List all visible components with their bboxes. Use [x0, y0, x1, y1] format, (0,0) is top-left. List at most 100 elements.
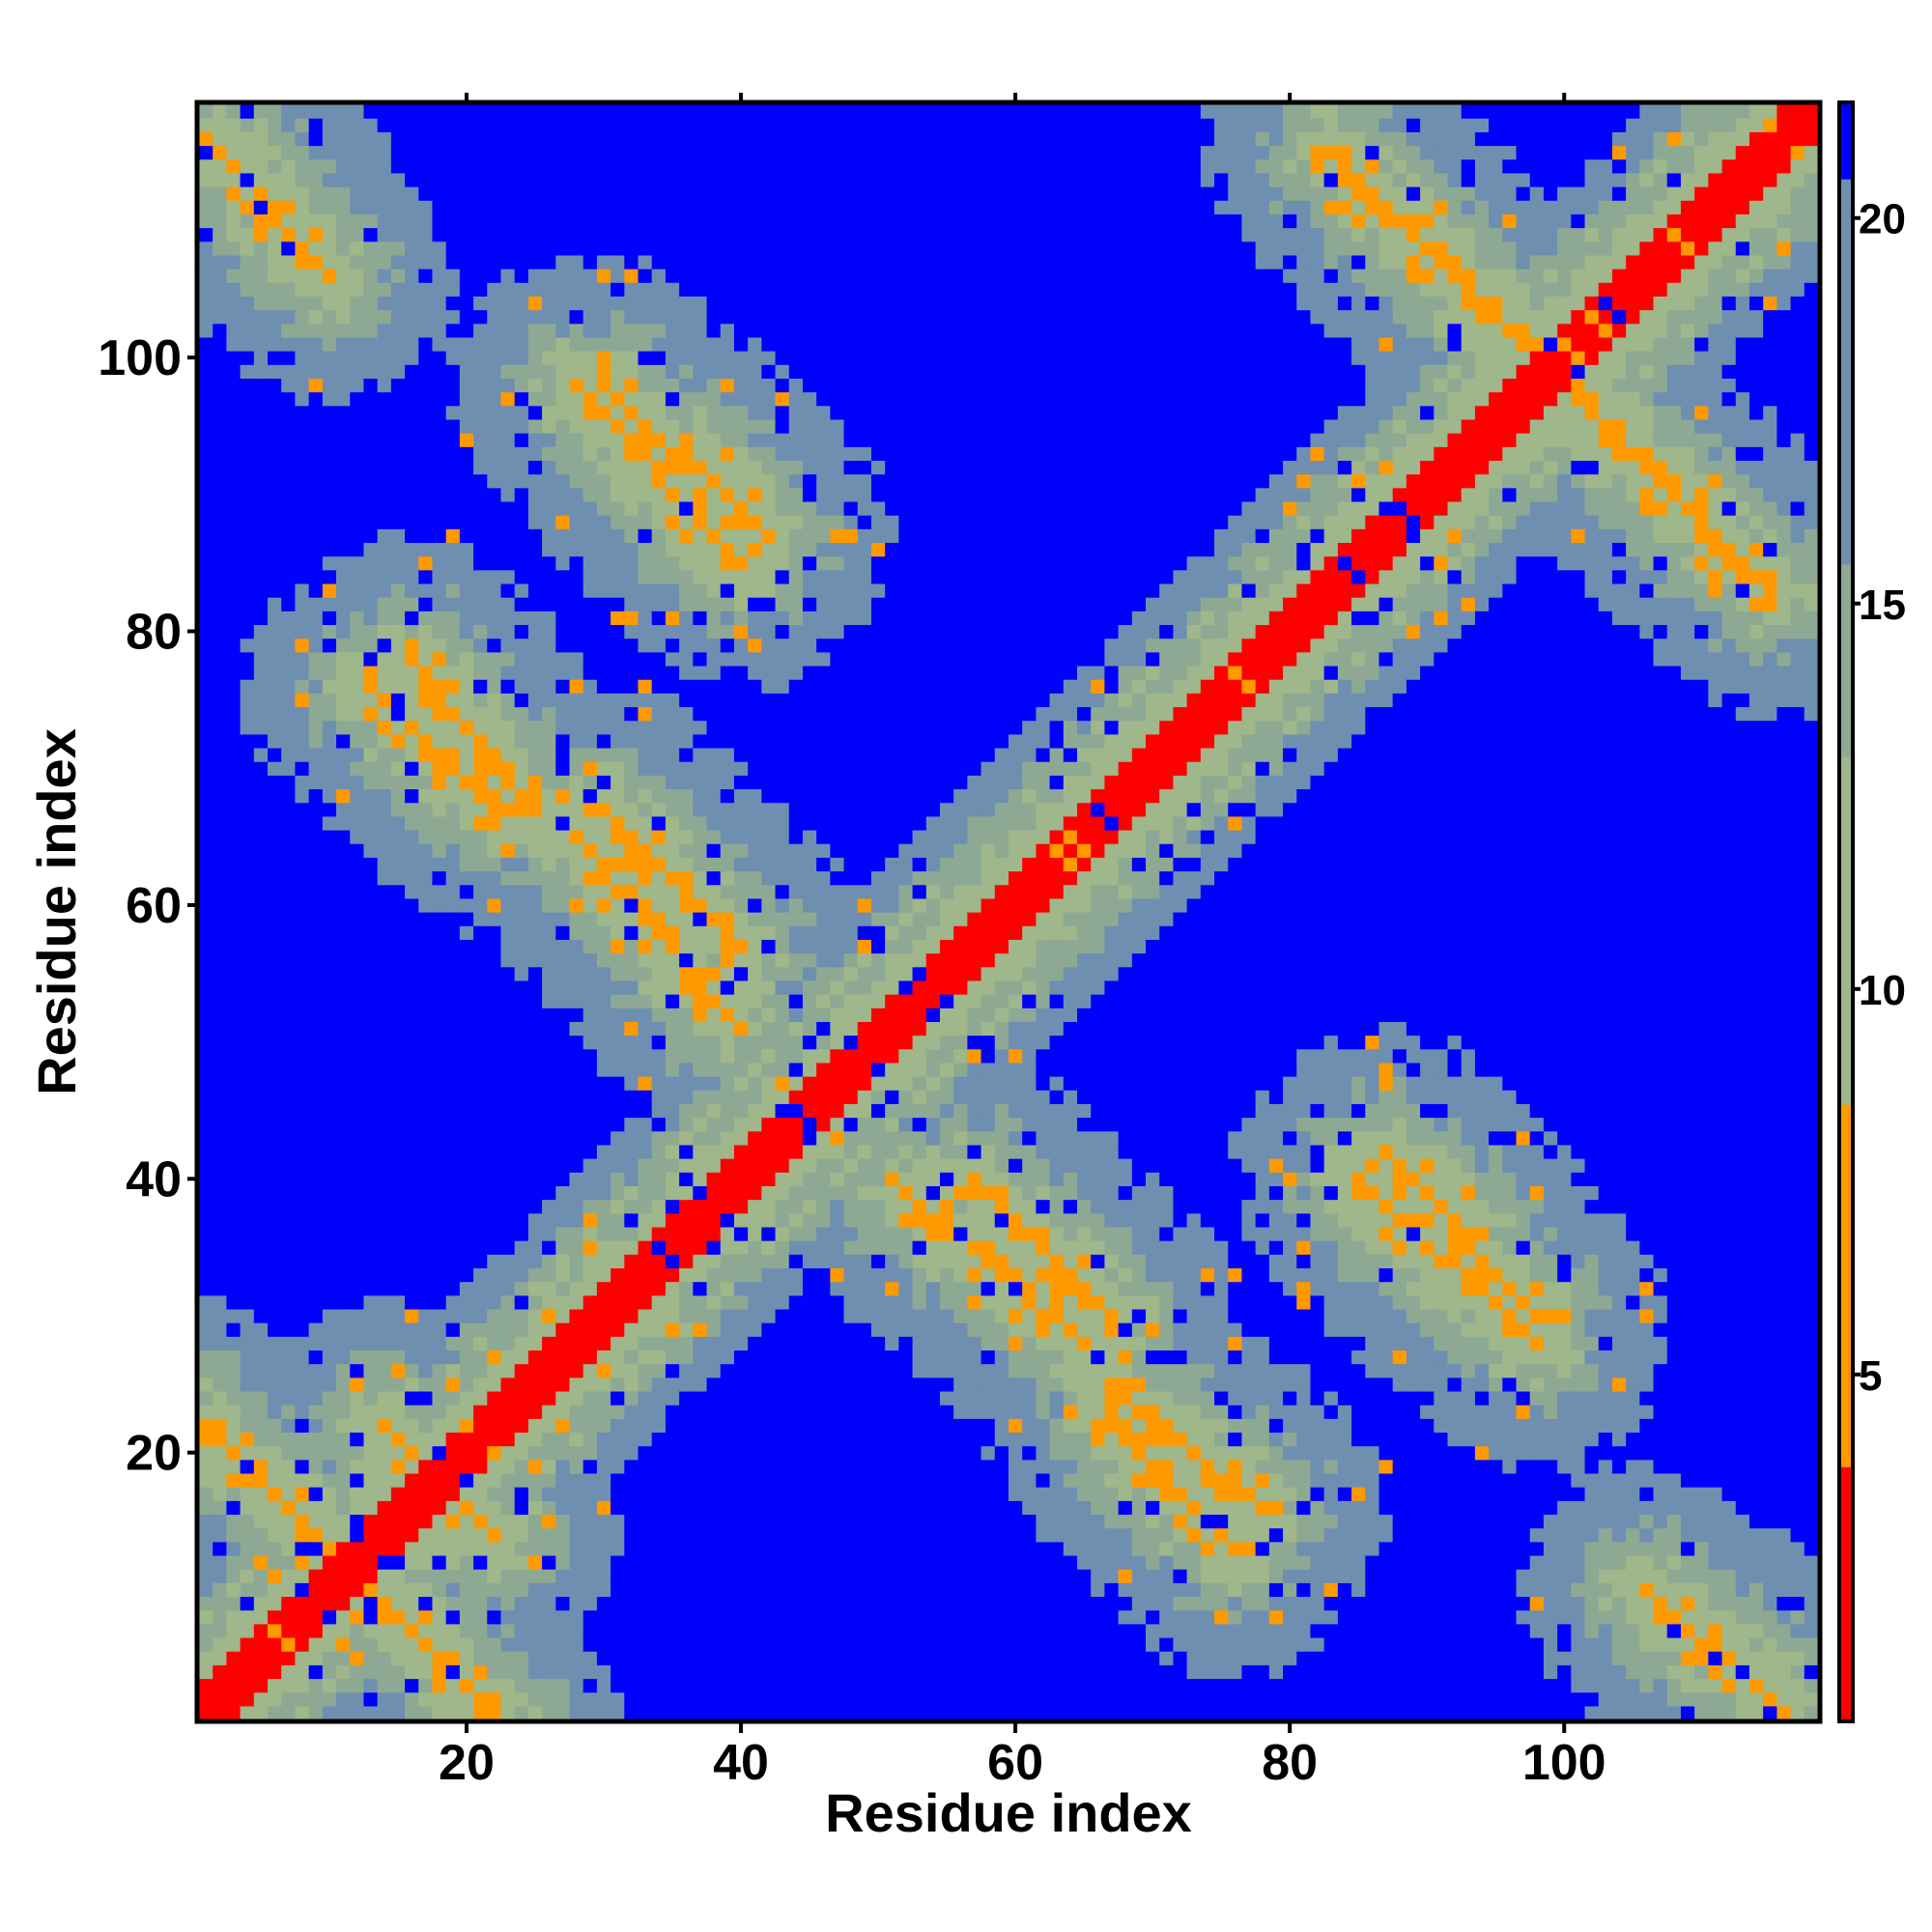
- heatmap-cell: [582, 1158, 598, 1173]
- heatmap-cell: [322, 679, 337, 694]
- heatmap-cell: [336, 994, 351, 1009]
- heatmap-cell: [651, 651, 667, 667]
- heatmap-cell: [377, 1294, 392, 1310]
- heatmap-cell: [445, 542, 461, 557]
- heatmap-cell: [226, 1705, 242, 1720]
- heatmap-cell: [350, 391, 365, 407]
- heatmap-cell: [281, 378, 297, 393]
- heatmap-cell: [226, 487, 242, 502]
- heatmap-cell: [651, 843, 667, 858]
- heatmap-cell: [377, 1185, 392, 1201]
- heatmap-cell: [473, 1569, 488, 1583]
- heatmap-cell: [390, 747, 406, 762]
- heatmap-cell: [281, 1336, 297, 1351]
- heatmap-cell: [199, 597, 213, 611]
- heatmap-cell: [596, 665, 611, 680]
- heatmap-cell: [665, 323, 680, 338]
- heatmap-cell: [596, 802, 611, 817]
- heatmap-cell: [336, 1267, 351, 1283]
- heatmap-cell: [665, 1636, 680, 1652]
- heatmap-cell: [611, 1691, 625, 1707]
- heatmap-cell: [582, 1267, 598, 1283]
- heatmap-cell: [445, 1432, 461, 1447]
- heatmap-cell: [527, 1212, 543, 1228]
- heatmap-cell: [240, 1500, 255, 1516]
- heatmap-cell: [514, 706, 529, 722]
- heatmap-cell: [336, 1636, 351, 1652]
- heatmap-cell: [624, 1541, 639, 1556]
- heatmap-cell: [500, 378, 516, 393]
- heatmap-cell: [253, 611, 269, 626]
- heatmap-cell: [226, 1664, 242, 1680]
- heatmap-cell: [432, 213, 447, 229]
- heatmap-cell: [308, 843, 324, 858]
- heatmap-cell: [624, 1226, 639, 1241]
- heatmap-cell: [281, 1569, 297, 1583]
- heatmap-cell: [350, 761, 365, 776]
- heatmap-cell: [336, 1459, 351, 1474]
- heatmap-cell: [596, 1117, 611, 1132]
- heatmap-cell: [569, 815, 584, 831]
- heatmap-cell: [363, 679, 379, 694]
- heatmap-cell: [733, 227, 749, 242]
- heatmap-cell: [322, 1664, 337, 1680]
- heatmap-cell: [487, 254, 502, 270]
- heatmap-cell: [322, 1172, 337, 1186]
- heatmap-cell: [350, 1377, 365, 1392]
- heatmap-cell: [487, 1158, 502, 1173]
- heatmap-cell: [253, 1350, 269, 1365]
- heatmap-cell: [432, 515, 447, 529]
- heatmap-cell: [199, 1076, 213, 1091]
- heatmap-cell: [226, 1035, 242, 1050]
- heatmap-cell: [322, 227, 337, 242]
- heatmap-cell: [748, 747, 762, 762]
- heatmap-cell: [445, 446, 461, 462]
- heatmap-cell: [569, 884, 584, 899]
- heatmap-cell: [542, 1103, 556, 1119]
- heatmap-cell: [665, 1076, 680, 1091]
- heatmap-cell: [514, 1008, 529, 1022]
- heatmap-cell: [336, 1281, 351, 1296]
- heatmap-cell: [405, 351, 419, 365]
- heatmap-cell: [199, 1500, 213, 1516]
- heatmap-cell: [350, 1076, 365, 1091]
- heatmap-cell: [665, 309, 680, 325]
- heatmap-cell: [638, 254, 653, 270]
- heatmap-cell: [336, 897, 351, 913]
- heatmap-cell: [638, 1185, 653, 1201]
- heatmap-cell: [693, 1500, 708, 1516]
- heatmap-cell: [268, 309, 282, 325]
- heatmap-cell: [295, 1158, 310, 1173]
- heatmap-cell: [733, 1048, 749, 1064]
- heatmap-cell: [624, 733, 639, 749]
- heatmap-cell: [720, 802, 735, 817]
- heatmap-cell: [240, 1308, 255, 1323]
- heatmap-cell: [268, 1363, 282, 1378]
- heatmap-cell: [706, 747, 722, 762]
- heatmap-cell: [240, 1459, 255, 1474]
- heatmap-cell: [706, 706, 722, 722]
- heatmap-cell: [638, 1623, 653, 1638]
- heatmap-cell: [514, 1691, 529, 1707]
- heatmap-cell: [775, 1500, 790, 1516]
- heatmap-cell: [336, 1569, 351, 1583]
- heatmap-cell: [390, 1048, 406, 1064]
- heatmap-cell: [748, 1144, 762, 1159]
- heatmap-cell: [720, 1090, 735, 1104]
- heatmap-cell: [542, 1117, 556, 1132]
- heatmap-cell: [555, 1609, 571, 1625]
- heatmap-cell: [240, 679, 255, 694]
- heatmap-cell: [295, 857, 310, 872]
- heatmap-cell: [390, 815, 406, 831]
- heatmap-cell: [432, 200, 447, 214]
- heatmap-cell: [651, 405, 667, 420]
- heatmap-cell: [445, 1623, 461, 1638]
- heatmap-cell: [542, 1267, 556, 1283]
- heatmap-cell: [363, 1691, 379, 1707]
- heatmap-cell: [624, 1322, 639, 1337]
- heatmap-cell: [542, 1664, 556, 1680]
- heatmap-cell: [651, 980, 667, 995]
- heatmap-cell: [487, 665, 502, 680]
- heatmap-cell: [569, 269, 584, 283]
- heatmap-cell: [611, 1541, 625, 1556]
